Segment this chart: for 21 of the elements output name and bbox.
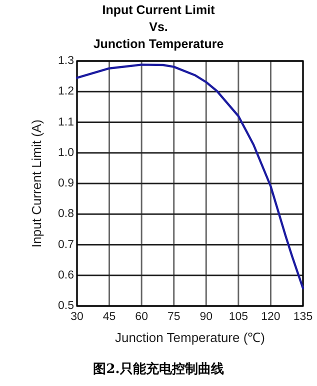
y-tick-label: 0.7 <box>58 238 74 251</box>
y-tick-label: 0.8 <box>58 208 74 220</box>
annotation: 图2.只能充电控制曲线 <box>92 360 225 378</box>
y-tick-label: 1.2 <box>58 86 74 98</box>
x-tick-label: 120 <box>261 311 280 323</box>
x-tick-label: 90 <box>200 311 213 323</box>
y-tick-label: 0.9 <box>58 178 74 190</box>
x-tick-label: 30 <box>70 311 84 323</box>
x-tick-label: 105 <box>228 311 248 323</box>
y-tick-label: 0.6 <box>58 269 74 282</box>
y-tick-label: 1.1 <box>58 116 74 128</box>
x-tick-label: 60 <box>135 311 148 323</box>
y-tick-label: 0.5 <box>58 300 74 312</box>
x-tick-label: 75 <box>167 311 180 323</box>
y-tick-label: 1.3 <box>58 55 74 67</box>
x-axis-title: Junction Temperature (℃) <box>114 330 266 345</box>
title: Input Current Limit Vs. Junction Temperature <box>92 2 225 53</box>
x-tick-label: 135 <box>293 311 313 323</box>
y-axis-title: Input Current Limit (A) <box>29 120 44 248</box>
x-tick-label: 45 <box>102 311 116 323</box>
y-tick-label: 1.0 <box>58 146 74 159</box>
